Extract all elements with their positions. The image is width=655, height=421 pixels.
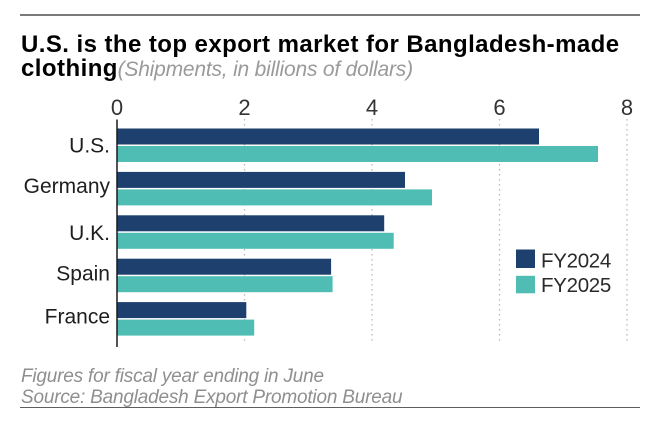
svg-text:Spain: Spain <box>56 262 110 285</box>
svg-text:U.S.: U.S. <box>69 135 110 158</box>
svg-text:FY2025: FY2025 <box>541 274 611 297</box>
svg-text:0: 0 <box>111 95 123 120</box>
svg-text:U.K.: U.K. <box>69 222 110 245</box>
svg-text:4: 4 <box>366 95 378 120</box>
svg-text:Germany: Germany <box>24 175 111 198</box>
svg-text:FY2024: FY2024 <box>541 250 611 273</box>
svg-text:France: France <box>45 306 110 329</box>
svg-text:6: 6 <box>493 95 505 120</box>
svg-text:2: 2 <box>238 95 250 120</box>
svg-text:8: 8 <box>621 95 633 120</box>
